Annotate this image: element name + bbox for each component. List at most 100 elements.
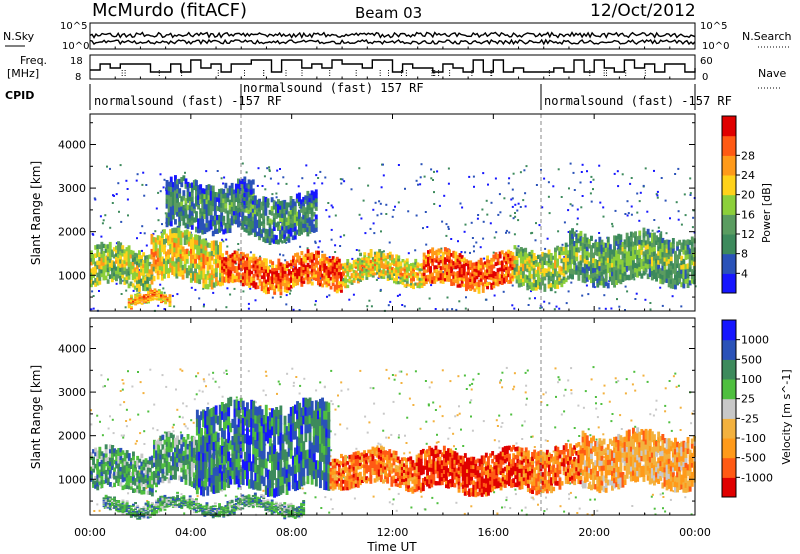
noise-cell (616, 298, 618, 301)
echo-cell (249, 184, 253, 190)
echo-cell (388, 276, 392, 280)
echo-cell (669, 269, 673, 275)
noise-cell (534, 297, 536, 300)
echo-cell (407, 268, 411, 272)
echo-cell (132, 459, 135, 465)
echo-cell (429, 272, 432, 277)
echo-cell (686, 277, 690, 284)
echo-cell (378, 274, 382, 278)
echo-cell (467, 266, 470, 270)
echo-cell (583, 238, 587, 244)
noise-cell (542, 393, 545, 396)
freq-tick-top: 18 (70, 56, 83, 67)
echo-cell (102, 269, 106, 274)
noise-cell (564, 388, 567, 391)
echo-cell (145, 294, 148, 296)
noise-cell (226, 287, 229, 290)
echo-cell (145, 299, 148, 302)
echo-cell (234, 192, 238, 198)
echo-cell (306, 249, 310, 254)
echo-cell (96, 478, 100, 483)
echo-cell (155, 294, 159, 296)
noise-cell (406, 416, 409, 419)
echo-cell (234, 188, 238, 194)
echo-cell (293, 209, 297, 215)
echo-cell (340, 266, 343, 270)
echo-cell (243, 196, 247, 201)
echo-cell (151, 291, 155, 293)
echo-cell (390, 259, 394, 263)
echo-cell (127, 283, 131, 289)
echo-cell (585, 259, 589, 265)
noise-cell (102, 219, 105, 222)
noise-cell (598, 307, 601, 310)
echo-cell (283, 233, 287, 239)
noise-cell (271, 193, 274, 196)
echo-cell (602, 246, 606, 252)
echo-cell (130, 298, 133, 301)
echo-cell (359, 261, 362, 265)
echo-cell (108, 448, 112, 454)
echo-cell (163, 248, 166, 255)
echo-cell (179, 253, 183, 259)
noise-cell (477, 214, 480, 216)
echo-cell (435, 271, 439, 276)
echo-cell (189, 238, 193, 245)
echo-cell (566, 253, 570, 259)
noise-cell (573, 189, 576, 191)
echo-cell (437, 261, 441, 265)
noise-cell (435, 441, 438, 444)
echo-cell (511, 272, 515, 276)
echo-cell (283, 279, 287, 283)
echo-cell (197, 227, 200, 234)
echo-cell (207, 225, 211, 232)
noise-cell (127, 370, 129, 373)
echo-cell (471, 283, 475, 287)
noise-cell (90, 409, 92, 412)
noise-cell (364, 415, 367, 418)
echo-cell (490, 282, 494, 287)
echo-cell (258, 269, 262, 274)
echo-cell (509, 257, 513, 262)
echo-cell (283, 204, 287, 209)
echo-cell (577, 275, 581, 281)
echo-cell (412, 285, 415, 290)
echo-cell (209, 185, 213, 191)
echo-cell (554, 267, 557, 273)
echo-cell (403, 278, 407, 283)
echo-cell (110, 270, 114, 276)
noise-cell (337, 405, 340, 408)
echo-cell (551, 262, 555, 267)
echo-cell (422, 278, 426, 283)
echo-cell (186, 186, 190, 192)
noise-cell (149, 368, 152, 371)
echo-cell (526, 253, 530, 258)
echo-cell (144, 287, 148, 292)
echo-cell (667, 277, 671, 283)
echo-cell (237, 207, 240, 213)
echo-cell (281, 204, 285, 210)
noise-cell (495, 419, 498, 422)
echo-cell (171, 246, 175, 252)
echo-cell (416, 285, 420, 289)
echo-cell (117, 448, 121, 453)
echo-cell (623, 243, 627, 249)
noise-cell (328, 294, 331, 297)
echo-cell (566, 275, 570, 280)
echo-cell (125, 275, 129, 281)
echo-cell (227, 263, 231, 267)
echo-cell (515, 263, 519, 268)
echo-cell (216, 215, 219, 221)
echo-cell (134, 488, 137, 493)
echo-cell (100, 475, 104, 481)
noise-cell (690, 513, 693, 516)
echo-cell (348, 278, 352, 282)
noise-cell (387, 304, 390, 307)
noise-cell (443, 194, 446, 197)
echo-cell (333, 284, 337, 289)
echo-cell (206, 242, 210, 248)
echo-cell (621, 242, 625, 247)
echo-cell (393, 258, 396, 262)
noise-cell (602, 433, 605, 436)
noise-cell (587, 428, 590, 431)
